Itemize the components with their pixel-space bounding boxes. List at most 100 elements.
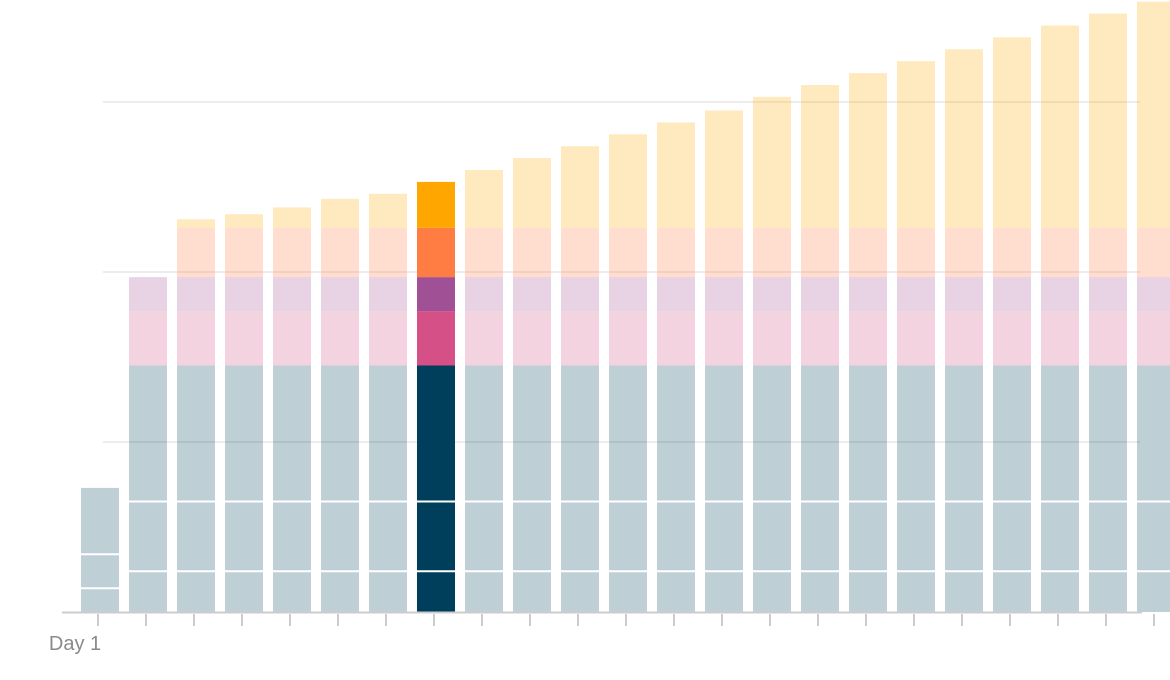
bar-segment [321,311,359,366]
bar-segment-highlighted [417,311,455,366]
bar-segment [129,365,167,612]
x-axis: Day 1 [49,611,1155,655]
bar-segment [945,49,983,228]
bar-segment [465,365,503,612]
bar-segment [849,277,887,312]
bar-segment [993,227,1031,278]
bar-segment [801,277,839,312]
bar-segment [465,170,503,228]
bar-segment [945,311,983,366]
bar-segment [513,311,551,366]
bar-segment [273,311,311,366]
bar-segment [657,365,695,612]
bar-segment [81,487,119,612]
bar-segment [753,365,791,612]
bar-segment [801,85,839,228]
bar-segment [993,311,1031,366]
bar-segment [849,365,887,612]
bar-segment [897,365,935,612]
bar-segment [1041,311,1079,366]
bar-segment [1137,1,1170,228]
bar-segment [657,122,695,228]
bar-segment [1041,25,1079,228]
bar-segment [945,365,983,612]
bar-segment [369,365,407,612]
bar-segment [705,227,743,278]
bars [81,1,1170,612]
bar-segment [273,365,311,612]
bar-segment [225,365,263,612]
bar-segment [513,227,551,278]
bar-segment [753,311,791,366]
bar-segment [321,227,359,278]
bar-segment [657,311,695,366]
bar-segment [1137,365,1170,612]
bar-segment [225,311,263,366]
bar-segment [609,311,647,366]
bar-segment [273,207,311,228]
bar-segment [897,277,935,312]
bar-segment [225,227,263,278]
bar-segment [945,227,983,278]
bar-segment [609,134,647,228]
bar-segment [801,227,839,278]
bar-segment [177,311,215,366]
bar-segment [705,277,743,312]
bar-segment [273,227,311,278]
bar-segment [801,365,839,612]
bar-segment [321,277,359,312]
bar-segment [225,277,263,312]
bar-segment [561,311,599,366]
bar-segment [369,311,407,366]
bar-segment [1137,277,1170,312]
bar-segment [1089,311,1127,366]
bar-segment [369,277,407,312]
bar-segment [849,227,887,278]
bar-segment [657,227,695,278]
bar-segment [1041,365,1079,612]
bar-segment [897,311,935,366]
bar-segment [513,277,551,312]
bar-segment [1089,277,1127,312]
bar-segment [369,193,407,228]
bar-segment [225,214,263,228]
bar-segment [705,110,743,228]
bar-segment [1089,13,1127,228]
bar-segment [993,277,1031,312]
bar-segment [753,96,791,228]
bar-segment [177,219,215,228]
bar-segment [465,277,503,312]
bar-segment [753,227,791,278]
bar-segment [561,277,599,312]
bar-segment [1089,365,1127,612]
bar-segment-highlighted [417,365,455,612]
bar-segment [1137,227,1170,278]
bar-segment [1089,227,1127,278]
bar-segment [321,198,359,228]
gridlines [103,101,1140,443]
bar-segment-highlighted [417,181,455,228]
bar-segment [273,277,311,312]
bar-segment [129,311,167,366]
bar-segment [465,227,503,278]
bar-segment-highlighted [417,227,455,278]
bar-segment [177,227,215,278]
bar-segment [657,277,695,312]
bar-segment [945,277,983,312]
bar-segment [1041,277,1079,312]
bar-segment [897,227,935,278]
bar-segment [993,365,1031,612]
bar-segment [1137,311,1170,366]
bar-segment [561,227,599,278]
bar-segment [561,365,599,612]
bar-segment [513,365,551,612]
bar-segment [897,61,935,228]
bar-segment [801,311,839,366]
bar-segment [129,277,167,312]
bar-segment [561,146,599,228]
bar-segment [609,365,647,612]
bar-segment [705,311,743,366]
bar-segment-highlighted [417,277,455,312]
bar-segment [609,277,647,312]
bar-segment [849,311,887,366]
